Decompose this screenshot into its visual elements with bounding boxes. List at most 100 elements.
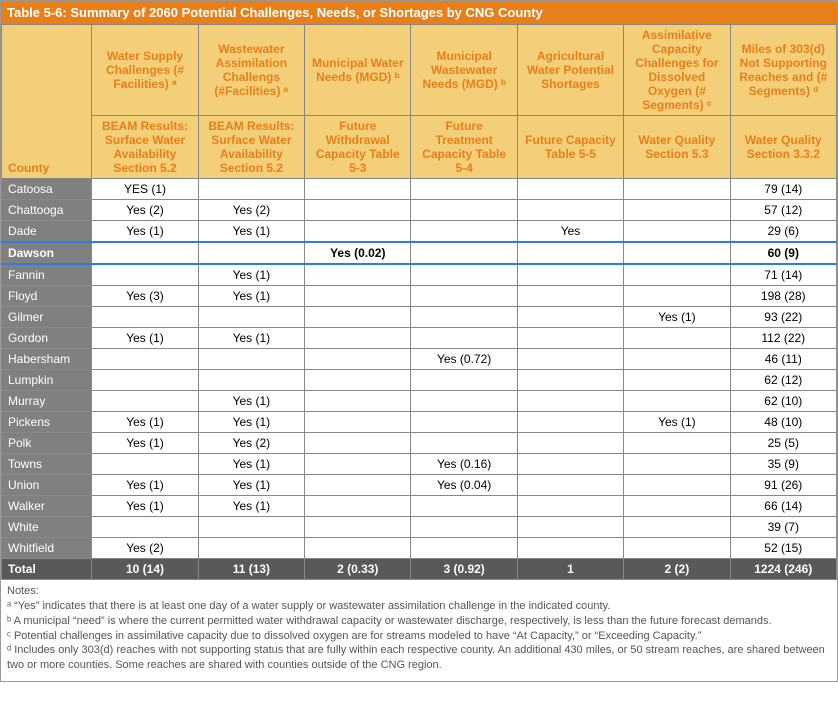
table-row: DawsonYes (0.02)60 (9) bbox=[2, 242, 837, 264]
total-row: Total10 (14)11 (13)2 (0.33)3 (0.92)12 (2… bbox=[2, 559, 837, 580]
data-cell: Yes (1) bbox=[624, 307, 730, 328]
data-cell bbox=[517, 412, 623, 433]
data-cell: Yes (2) bbox=[198, 200, 304, 221]
data-cell: 46 (11) bbox=[730, 349, 836, 370]
data-cell bbox=[624, 538, 730, 559]
col-subheader: Future Withdrawal Capacity Table 5-3 bbox=[305, 116, 411, 179]
data-cell bbox=[517, 242, 623, 264]
data-cell bbox=[198, 242, 304, 264]
data-cell bbox=[198, 349, 304, 370]
data-cell bbox=[411, 179, 517, 200]
data-cell: YES (1) bbox=[92, 179, 198, 200]
county-cell: Chattooga bbox=[2, 200, 92, 221]
data-cell: 91 (26) bbox=[730, 475, 836, 496]
data-cell bbox=[624, 242, 730, 264]
county-cell: Walker bbox=[2, 496, 92, 517]
data-cell: Yes (0.02) bbox=[305, 242, 411, 264]
table-row: White39 (7) bbox=[2, 517, 837, 538]
data-cell bbox=[411, 391, 517, 412]
data-cell: Yes (1) bbox=[198, 221, 304, 243]
data-cell bbox=[305, 221, 411, 243]
data-cell bbox=[517, 538, 623, 559]
col-header: Agricultural Water Potential Shortages bbox=[517, 25, 623, 116]
data-cell: 62 (12) bbox=[730, 370, 836, 391]
col-header: Municipal Wastewater Needs (MGD) ᵇ bbox=[411, 25, 517, 116]
total-cell: 11 (13) bbox=[198, 559, 304, 580]
data-cell: Yes (0.04) bbox=[411, 475, 517, 496]
data-cell bbox=[411, 517, 517, 538]
data-cell: 93 (22) bbox=[730, 307, 836, 328]
data-cell bbox=[517, 496, 623, 517]
total-cell: 2 (2) bbox=[624, 559, 730, 580]
note-line: ᶜ Potential challenges in assimilative c… bbox=[7, 629, 831, 644]
data-cell bbox=[517, 433, 623, 454]
data-cell: 35 (9) bbox=[730, 454, 836, 475]
data-cell: 112 (22) bbox=[730, 328, 836, 349]
col-subheader: Water Quality Section 3.3.2 bbox=[730, 116, 836, 179]
data-cell: Yes (1) bbox=[624, 412, 730, 433]
data-cell: 198 (28) bbox=[730, 286, 836, 307]
data-cell bbox=[92, 242, 198, 264]
data-cell bbox=[305, 433, 411, 454]
summary-table: County Water Supply Challenges (# Facili… bbox=[1, 24, 837, 580]
data-cell bbox=[92, 349, 198, 370]
data-cell bbox=[517, 517, 623, 538]
data-cell: 39 (7) bbox=[730, 517, 836, 538]
table-row: WalkerYes (1)Yes (1)66 (14) bbox=[2, 496, 837, 517]
data-cell: 60 (9) bbox=[730, 242, 836, 264]
data-cell: Yes (0.72) bbox=[411, 349, 517, 370]
data-cell bbox=[517, 179, 623, 200]
data-cell: Yes (1) bbox=[198, 328, 304, 349]
header-row-2: BEAM Results: Surface Water Availability… bbox=[2, 116, 837, 179]
table-row: Gilmer Yes (1)93 (22) bbox=[2, 307, 837, 328]
data-cell bbox=[198, 307, 304, 328]
data-cell bbox=[411, 307, 517, 328]
data-cell bbox=[92, 264, 198, 286]
table-head: County Water Supply Challenges (# Facili… bbox=[2, 25, 837, 179]
table-row: UnionYes (1)Yes (1)Yes (0.04)91 (26) bbox=[2, 475, 837, 496]
total-cell: 1 bbox=[517, 559, 623, 580]
county-header: County bbox=[2, 25, 92, 179]
table-row: TownsYes (1)Yes (0.16)35 (9) bbox=[2, 454, 837, 475]
data-cell bbox=[305, 370, 411, 391]
data-cell bbox=[198, 370, 304, 391]
county-cell: Dade bbox=[2, 221, 92, 243]
notes-block: Notes: ᵃ “Yes” indicates that there is a… bbox=[1, 580, 837, 681]
col-header: Water Supply Challenges (# Facilities) ᵃ bbox=[92, 25, 198, 116]
county-cell: Union bbox=[2, 475, 92, 496]
data-cell bbox=[305, 475, 411, 496]
table-row: Lumpkin 62 (12) bbox=[2, 370, 837, 391]
data-cell bbox=[305, 391, 411, 412]
table-row: DadeYes (1)Yes (1)Yes29 (6) bbox=[2, 221, 837, 243]
col-subheader: Water Quality Section 5.3 bbox=[624, 116, 730, 179]
data-cell bbox=[624, 433, 730, 454]
data-cell: 66 (14) bbox=[730, 496, 836, 517]
table-row: CatoosaYES (1)79 (14) bbox=[2, 179, 837, 200]
header-row-1: County Water Supply Challenges (# Facili… bbox=[2, 25, 837, 116]
data-cell: Yes bbox=[517, 221, 623, 243]
col-header: Miles of 303(d) Not Supporting Reaches a… bbox=[730, 25, 836, 116]
data-cell: Yes (1) bbox=[92, 475, 198, 496]
data-cell bbox=[517, 454, 623, 475]
data-cell: Yes (1) bbox=[198, 264, 304, 286]
data-cell: Yes (1) bbox=[198, 496, 304, 517]
data-cell bbox=[198, 179, 304, 200]
total-cell: 10 (14) bbox=[92, 559, 198, 580]
data-cell: Yes (1) bbox=[198, 391, 304, 412]
data-cell bbox=[624, 517, 730, 538]
table-row: Habersham Yes (0.72) 46 (11) bbox=[2, 349, 837, 370]
data-cell bbox=[305, 517, 411, 538]
county-cell: Gordon bbox=[2, 328, 92, 349]
county-cell: Habersham bbox=[2, 349, 92, 370]
data-cell: Yes (1) bbox=[198, 475, 304, 496]
county-cell: Lumpkin bbox=[2, 370, 92, 391]
table-row: MurrayYes (1)62 (10) bbox=[2, 391, 837, 412]
county-cell: Fannin bbox=[2, 264, 92, 286]
table-row: ChattoogaYes (2)Yes (2)57 (12) bbox=[2, 200, 837, 221]
data-cell bbox=[411, 328, 517, 349]
county-cell: Gilmer bbox=[2, 307, 92, 328]
total-label: Total bbox=[2, 559, 92, 580]
data-cell: Yes (1) bbox=[198, 286, 304, 307]
col-subheader: BEAM Results: Surface Water Availability… bbox=[198, 116, 304, 179]
county-cell: Pickens bbox=[2, 412, 92, 433]
